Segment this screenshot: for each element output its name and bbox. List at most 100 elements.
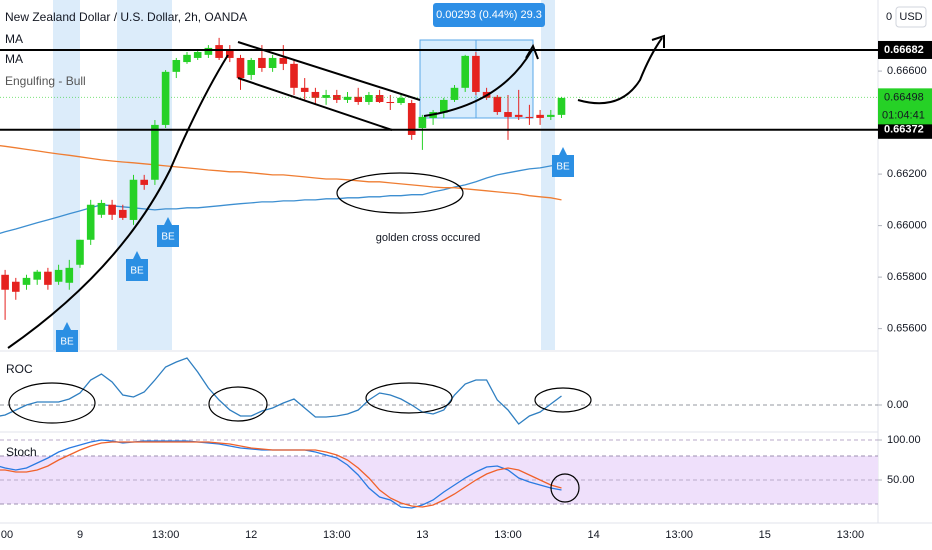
- signal-marker: [126, 251, 148, 281]
- candle-body: [290, 63, 298, 88]
- y-tick-label: 0.66200: [887, 168, 927, 180]
- candle-body: [226, 49, 234, 58]
- arrow-head: [525, 43, 539, 60]
- annotation: golden cross occured: [376, 232, 481, 244]
- candle-body: [386, 101, 395, 104]
- price-label-box: [878, 88, 932, 125]
- price-label-box: [878, 40, 932, 59]
- candle-body: [215, 45, 223, 58]
- candle-body: [547, 114, 555, 117]
- arrow-head: [651, 34, 665, 48]
- candle-body: [204, 47, 213, 55]
- signal-marker: [56, 322, 78, 352]
- candle-body: [258, 57, 266, 68]
- pane-title: Stoch: [6, 445, 37, 459]
- candle-body: [161, 71, 170, 125]
- candle-body: [365, 95, 373, 102]
- candle-body: [440, 99, 448, 113]
- candle-body: [1, 274, 9, 290]
- candle-body: [418, 116, 427, 128]
- countdown: 01:04:41: [882, 109, 925, 121]
- chart-title: New Zealand Dollar / U.S. Dollar, 2h, OA…: [5, 10, 247, 24]
- x-tick-label: 15: [759, 529, 771, 541]
- candle-body: [76, 239, 84, 265]
- x-tick-label: 13:00: [665, 529, 693, 541]
- ellipse: [550, 473, 580, 503]
- signal-band: [541, 0, 555, 350]
- candle-body: [375, 95, 384, 102]
- price-label-box: [878, 120, 932, 139]
- pane-title: ROC: [6, 362, 33, 376]
- signal-label: BE: [60, 337, 74, 348]
- candle-body: [193, 52, 202, 58]
- candle-body: [119, 209, 127, 218]
- candle-body: [108, 204, 116, 215]
- measure-label-box: [433, 3, 545, 27]
- candle-body: [172, 60, 181, 72]
- candle-body: [33, 271, 41, 280]
- signal-marker: [552, 147, 574, 177]
- currency-button[interactable]: [895, 6, 927, 28]
- price-label: 0.66498: [884, 91, 924, 103]
- candle-body: [65, 267, 74, 283]
- candle-body: [536, 114, 544, 118]
- candle-body: [322, 95, 330, 98]
- candle-body: [268, 57, 277, 68]
- stoch-band: [0, 456, 878, 504]
- y-tick-label: 100.00: [887, 434, 921, 446]
- candle-body: [461, 55, 469, 88]
- candle-body: [525, 116, 534, 118]
- candle-body: [22, 277, 31, 285]
- candle-body: [140, 179, 148, 185]
- x-tick-label: 13:00: [494, 529, 522, 541]
- x-tick-label: 00: [1, 529, 13, 541]
- y-tick-label: 0.65800: [887, 271, 927, 283]
- candle-body: [311, 91, 320, 98]
- candle-body: [12, 281, 20, 292]
- candle-body: [86, 204, 95, 240]
- currency-label[interactable]: USD: [899, 11, 922, 23]
- signal-label: BE: [556, 162, 570, 173]
- x-tick-label: 13:00: [323, 529, 351, 541]
- price-label: 0.66682: [884, 44, 924, 56]
- ellipses: [8, 172, 592, 503]
- candle-body: [514, 114, 523, 117]
- candle-body: [97, 202, 106, 215]
- candle-body: [44, 271, 52, 285]
- projection-arrow: [423, 49, 533, 117]
- channel-line: [237, 41, 421, 101]
- channel-line: [237, 77, 393, 131]
- ellipse: [365, 382, 453, 414]
- legend-entry: MA: [5, 32, 23, 46]
- candle-body: [247, 60, 255, 75]
- measure-label: 0.00293 (0.44%) 29.3: [436, 9, 542, 21]
- candle-body: [407, 103, 416, 135]
- price-label: 0.66372: [884, 124, 924, 136]
- legend-entry: MA: [5, 52, 23, 66]
- candle-body: [183, 54, 191, 63]
- ellipse: [534, 387, 592, 413]
- roc-line: [0, 357, 562, 425]
- moving-average: [0, 145, 562, 201]
- projection-arrow: [577, 37, 663, 105]
- candle-body: [151, 124, 159, 180]
- x-tick-label: 13:00: [152, 529, 180, 541]
- stoch-line: [0, 441, 562, 508]
- y-tick-label: 0.00: [887, 399, 908, 411]
- candle-body: [557, 97, 566, 115]
- trend-curve: [7, 54, 229, 349]
- candle-body: [504, 112, 512, 117]
- y-tick-label: 0.66000: [887, 220, 927, 232]
- x-tick-label: 12: [245, 529, 257, 541]
- ellipse: [208, 386, 268, 422]
- signal-marker: [157, 217, 179, 247]
- candle-body: [129, 179, 138, 220]
- signal-label: BE: [161, 232, 175, 243]
- candle-body: [472, 55, 480, 92]
- signal-label: BE: [130, 266, 144, 277]
- candle-body: [279, 57, 288, 64]
- candle-body: [450, 87, 459, 100]
- ellipse: [336, 172, 464, 214]
- candle-body: [397, 97, 405, 104]
